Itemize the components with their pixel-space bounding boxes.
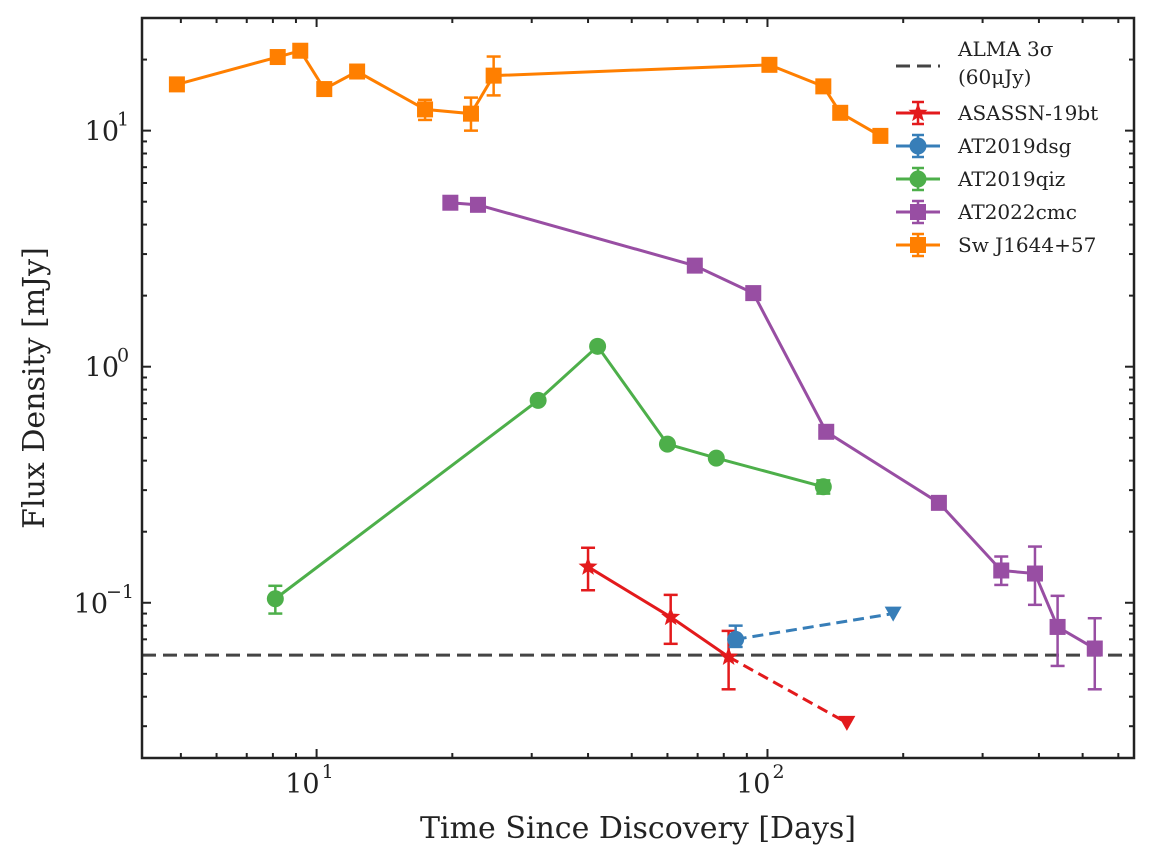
data-point xyxy=(661,607,681,626)
data-point xyxy=(993,562,1010,579)
x-tick-base: 10 xyxy=(736,769,770,800)
x-axis-label: Time Since Discovery [Days] xyxy=(420,811,856,846)
series-line xyxy=(450,201,1096,650)
data-point xyxy=(316,81,333,98)
data-point xyxy=(930,494,947,511)
series-at2019dsg xyxy=(727,606,902,649)
x-tick-label: 10 2 xyxy=(736,761,784,800)
legend-label: (60μJy) xyxy=(958,65,1031,89)
y-tick-base: 10 xyxy=(85,117,119,148)
data-point xyxy=(872,127,889,144)
data-point xyxy=(462,105,479,122)
y-tick-base: 10 xyxy=(74,589,108,620)
y-tick-exponent: 1 xyxy=(117,109,129,131)
x-tick-exponent: 2 xyxy=(772,761,784,783)
legend-label: Sw J1644+57 xyxy=(958,233,1096,257)
y-tick-label: 10−1 xyxy=(74,581,134,620)
series-at2019qiz xyxy=(266,337,832,615)
data-point xyxy=(1049,618,1066,635)
legend-label: AT2019qiz xyxy=(957,167,1065,191)
data-point xyxy=(417,101,434,118)
y-axis-label: Flux Density [mJy] xyxy=(17,247,52,529)
series-at2022cmc xyxy=(442,194,1103,691)
series-line xyxy=(274,344,824,600)
x-tick-label: 10 1 xyxy=(285,761,333,800)
upper-limit-line xyxy=(727,655,848,725)
y-tick-label: 101 xyxy=(85,109,129,148)
data-point xyxy=(168,76,185,93)
series-asassn-19bt xyxy=(578,546,856,731)
data-point xyxy=(266,590,284,608)
data-point xyxy=(269,49,286,66)
data-point xyxy=(745,285,762,302)
data-point xyxy=(719,646,739,665)
legend-item-sw-j1644-57: Sw J1644+57 xyxy=(896,232,1096,258)
data-point xyxy=(485,67,502,84)
data-point xyxy=(727,630,745,648)
legend-marker xyxy=(909,137,927,155)
legend-item-at2019dsg: AT2019dsg xyxy=(896,133,1072,159)
upper-limit-marker xyxy=(884,606,902,622)
data-point xyxy=(1086,640,1103,657)
y-tick-base: 10 xyxy=(85,353,119,384)
y-tick-exponent: −1 xyxy=(106,581,134,603)
legend-item-at2019qiz: AT2019qiz xyxy=(896,166,1065,192)
legend-label: AT2022cmc xyxy=(957,200,1077,224)
data-point xyxy=(686,257,703,274)
legend-item-asassn-19bt: ASASSN-19bt xyxy=(896,100,1098,126)
data-point xyxy=(818,423,835,440)
series-sw-j1644-57 xyxy=(168,42,889,144)
data-point xyxy=(814,478,832,496)
data-point xyxy=(1026,565,1043,582)
series-line xyxy=(587,565,730,659)
legend-marker xyxy=(909,170,927,188)
legend-label: ASASSN-19bt xyxy=(957,101,1098,125)
legend-marker xyxy=(910,237,926,253)
data-point xyxy=(349,63,366,80)
legend: ALMA 3σ (60μJy) ASASSN-19bt AT2019dsg AT2019… xyxy=(896,37,1098,258)
x-tick-base: 10 xyxy=(285,769,319,800)
data-point xyxy=(832,104,849,121)
data-point xyxy=(658,435,676,453)
legend-marker xyxy=(910,204,926,220)
data-point xyxy=(589,337,607,355)
upper-limit-marker xyxy=(838,715,856,731)
axis-ticks xyxy=(142,17,1134,758)
legend-label: AT2019dsg xyxy=(957,134,1072,158)
data-point xyxy=(707,449,725,467)
plot-frame xyxy=(140,16,1136,760)
upper-limit-line xyxy=(735,612,894,641)
data-point xyxy=(469,196,486,213)
data-layer xyxy=(142,42,1134,731)
data-point xyxy=(529,391,547,409)
y-tick-label: 100 xyxy=(85,345,129,384)
x-tick-exponent: 1 xyxy=(322,761,334,783)
legend-label: ALMA 3σ xyxy=(957,37,1054,61)
legend-marker xyxy=(908,103,928,122)
data-point xyxy=(292,42,309,59)
data-point xyxy=(761,56,778,73)
legend-item-at2022cmc: AT2022cmc xyxy=(896,199,1077,225)
data-point xyxy=(815,78,832,95)
legend-item-alma: ALMA 3σ (60μJy) xyxy=(896,37,1054,89)
data-point xyxy=(578,556,598,575)
data-point xyxy=(442,194,459,211)
y-tick-exponent: 0 xyxy=(117,345,129,367)
